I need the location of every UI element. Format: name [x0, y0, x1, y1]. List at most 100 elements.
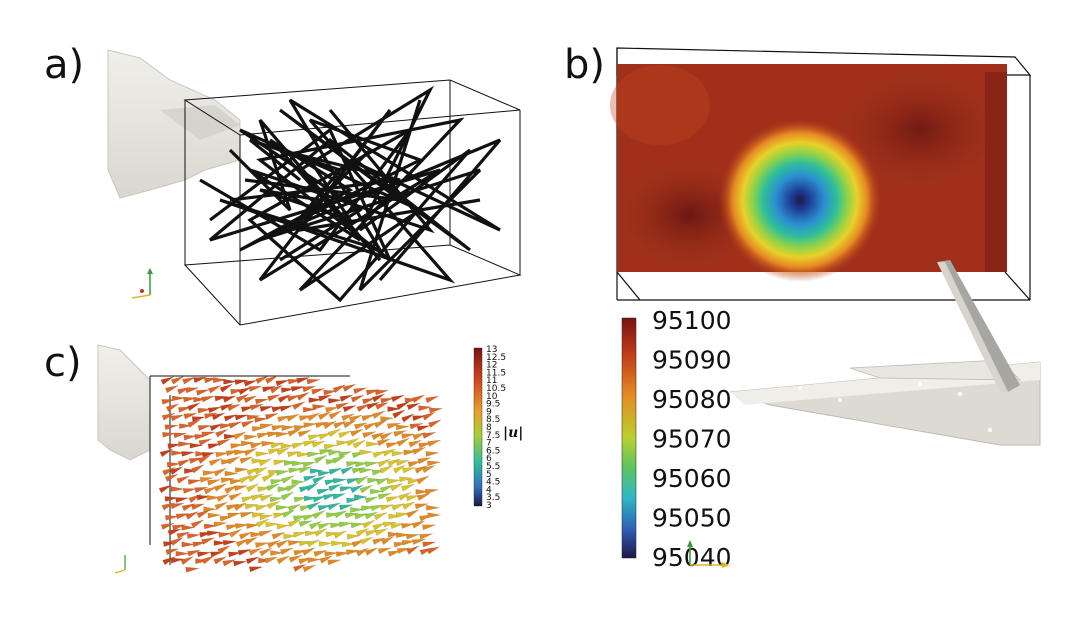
- velocity-arrow: [422, 524, 436, 531]
- colorbar-c-tick-label: 5.5: [486, 462, 500, 472]
- velocity-arrow: [333, 510, 348, 519]
- velocity-arrow: [366, 441, 380, 447]
- velocity-arrow: [364, 547, 379, 556]
- velocity-arrow: [308, 397, 322, 404]
- velocity-arrow: [255, 518, 269, 528]
- velocity-arrow: [276, 447, 290, 456]
- velocity-arrow: [328, 410, 342, 420]
- velocity-arrow: [311, 388, 325, 395]
- velocity-arrow: [309, 468, 324, 474]
- velocity-arrow: [254, 417, 268, 423]
- panel-c: 1312.51211.51110.5109.598.587.576.565.55…: [97, 344, 523, 574]
- velocity-arrow: [328, 398, 342, 404]
- velocity-arrow: [176, 531, 190, 539]
- velocity-arrow: [170, 537, 184, 546]
- velocity-arrow: [187, 549, 201, 557]
- colorbar-c-tick-label: 7: [486, 439, 492, 449]
- velocity-arrow: [233, 502, 247, 512]
- velocity-arrow: [286, 395, 301, 402]
- velocity-arrow: [418, 405, 432, 412]
- velocity-arrow: [219, 403, 234, 412]
- velocity-arrow: [317, 505, 332, 511]
- colorbar-b-tick-label: 95090: [652, 346, 732, 375]
- velocity-arrow: [185, 566, 199, 573]
- velocity-arrow: [340, 466, 354, 475]
- velocity-arrow: [244, 434, 258, 441]
- velocity-arrow: [222, 559, 236, 567]
- velocity-arrow: [424, 488, 439, 495]
- velocity-arrow: [353, 387, 367, 395]
- velocity-arrow: [233, 560, 247, 567]
- velocity-arrow: [336, 440, 350, 446]
- velocity-arrow: [372, 451, 386, 458]
- velocity-arrow: [393, 430, 407, 437]
- velocity-arrow: [170, 486, 185, 492]
- velocity-arrow: [376, 438, 391, 447]
- colorbar-c-tick-label: 6: [486, 454, 492, 464]
- velocity-arrow: [291, 479, 305, 485]
- velocity-arrow: [370, 504, 384, 512]
- velocity-arrow: [327, 450, 342, 456]
- velocity-arrow: [264, 556, 279, 564]
- velocity-arrow: [307, 557, 321, 563]
- velocity-arrow: [265, 521, 279, 528]
- velocity-arrow: [238, 386, 252, 395]
- velocity-arrow: [214, 395, 229, 402]
- velocity-arrow: [228, 421, 242, 429]
- velocity-arrow: [288, 555, 303, 563]
- panel-a-label: a): [44, 42, 85, 88]
- velocity-arrow: [275, 504, 289, 511]
- velocity-arrow: [354, 422, 368, 430]
- velocity-arrow: [377, 493, 392, 500]
- velocity-arrow: [387, 406, 401, 412]
- velocity-arrow: [270, 550, 284, 556]
- velocity-arrow: [280, 491, 294, 501]
- velocity-arrow: [214, 502, 228, 511]
- velocity-arrow: [187, 419, 201, 428]
- velocity-arrow: [346, 549, 360, 556]
- velocity-arrow: [219, 383, 233, 393]
- velocity-arrow: [339, 504, 353, 511]
- velocity-arrow: [303, 422, 317, 428]
- velocity-arrow: [380, 398, 394, 404]
- velocity-arrow: [276, 523, 290, 530]
- velocity-arrow: [395, 512, 410, 518]
- velocity-arrow: [401, 413, 415, 423]
- velocity-arrow: [416, 493, 431, 501]
- colorbar-b-ticks: 95100 95090 95080 95070 95060 95050 95040: [652, 306, 732, 572]
- velocity-arrow: [396, 401, 410, 410]
- velocity-arrow: [335, 551, 350, 557]
- velocity-arrow: [215, 451, 229, 458]
- velocity-arrow: [352, 439, 366, 449]
- velocity-arrow: [399, 476, 413, 483]
- velocity-arrow: [387, 423, 401, 430]
- velocity-arrow: [305, 482, 319, 492]
- velocity-arrow: [234, 414, 249, 421]
- velocity-arrow: [244, 503, 259, 510]
- velocity-arrow: [376, 477, 390, 486]
- velocity-arrow: [213, 540, 228, 546]
- velocity-arrow: [213, 483, 227, 492]
- velocity-arrow: [170, 557, 184, 564]
- velocity-arrow: [239, 456, 253, 464]
- velocity-arrow: [194, 487, 208, 493]
- velocity-arrow: [318, 432, 332, 440]
- velocity-arrow: [327, 559, 341, 566]
- velocity-arrow: [250, 531, 264, 538]
- velocity-arrow: [191, 464, 205, 474]
- colorbar-b-tick-label: 95100: [652, 306, 732, 335]
- velocity-arrow: [213, 556, 227, 565]
- velocity-arrow: [315, 421, 329, 429]
- velocity-arrow: [335, 402, 349, 410]
- colorbar-c-tick-label: 8: [486, 423, 492, 433]
- velocity-arrow: [307, 502, 321, 511]
- velocity-arrow: [246, 414, 261, 421]
- velocity-arrow: [312, 495, 327, 503]
- colorbar-c-tick-label: 3.5: [486, 493, 500, 503]
- velocity-arrow: [259, 494, 273, 502]
- velocity-arrow: [222, 540, 237, 546]
- velocity-arrow: [427, 460, 441, 467]
- velocity-arrow: [164, 496, 179, 502]
- velocity-arrow: [201, 537, 215, 545]
- velocity-arrow: [201, 555, 215, 565]
